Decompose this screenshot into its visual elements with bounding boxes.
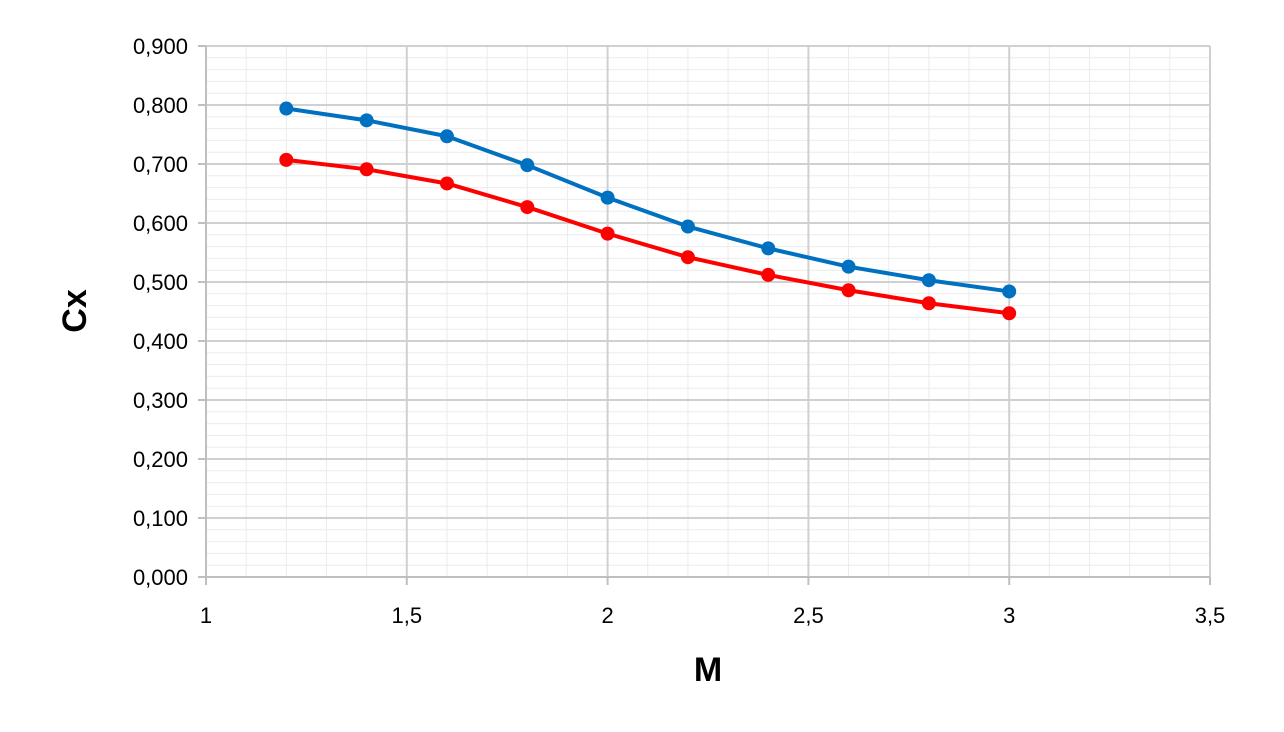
data-point [600, 226, 615, 241]
data-point [921, 273, 936, 288]
series-line [286, 157, 1010, 316]
data-point [600, 190, 615, 205]
y-tick-label: 0,200 [133, 447, 188, 472]
x-tick-label: 1 [200, 603, 212, 628]
data-point [841, 283, 856, 298]
x-tick-label: 3 [1003, 603, 1015, 628]
series-line [286, 106, 1010, 294]
y-axis-title: Cx [56, 289, 94, 333]
data-point [1002, 306, 1017, 321]
data-point [761, 267, 776, 282]
x-axis-title: M [694, 651, 722, 689]
data-point [841, 259, 856, 274]
series-group [279, 101, 1017, 321]
data-point [761, 241, 776, 256]
y-tick-label: 0,300 [133, 388, 188, 413]
x-tick-label: 2 [601, 603, 613, 628]
x-tick-label: 3,5 [1195, 603, 1226, 628]
x-tick-label: 2,5 [793, 603, 824, 628]
y-tick-label: 0,600 [133, 211, 188, 236]
data-point [279, 101, 294, 116]
x-tick-label: 1,5 [392, 603, 423, 628]
data-point [279, 152, 294, 167]
y-tick-label: 0,900 [133, 34, 188, 59]
data-point [680, 219, 695, 234]
y-tick-label: 0,100 [133, 506, 188, 531]
data-point [680, 250, 695, 265]
series-1 [279, 101, 1017, 299]
data-point [520, 158, 535, 173]
tick-labels: 1 1,5 2 2,5 3 3,5 0,000 0,100 0,200 0,300 0,400 0,5… [133, 34, 1225, 628]
data-point [921, 296, 936, 311]
axes [198, 45, 1211, 585]
y-tick-label: 0,800 [133, 93, 188, 118]
y-tick-label: 0,000 [133, 565, 188, 590]
data-point [439, 129, 454, 144]
y-tick-label: 0,400 [133, 329, 188, 354]
data-point [1002, 284, 1017, 299]
y-tick-label: 0,700 [133, 152, 188, 177]
data-point [359, 113, 374, 128]
y-tick-label: 0,500 [133, 270, 188, 295]
series-2 [279, 152, 1017, 321]
grid [205, 45, 1211, 578]
data-point [520, 200, 535, 215]
data-point [439, 176, 454, 191]
data-point [359, 162, 374, 177]
